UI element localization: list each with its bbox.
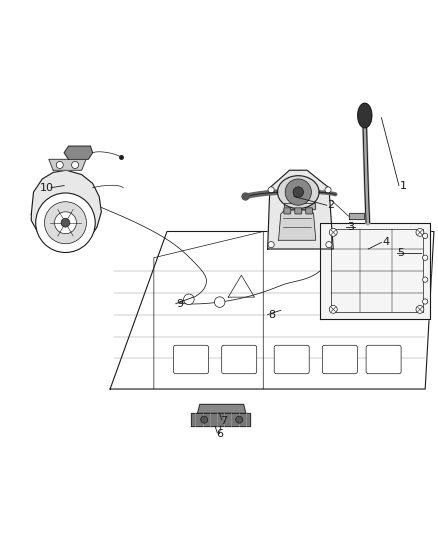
Circle shape <box>422 233 427 238</box>
Polygon shape <box>64 146 92 159</box>
Circle shape <box>422 277 427 282</box>
Circle shape <box>422 255 427 261</box>
FancyBboxPatch shape <box>294 208 301 214</box>
Polygon shape <box>31 170 101 247</box>
Circle shape <box>200 416 207 423</box>
FancyBboxPatch shape <box>321 345 357 374</box>
Circle shape <box>235 416 242 423</box>
FancyBboxPatch shape <box>221 345 256 374</box>
Circle shape <box>268 241 274 248</box>
Circle shape <box>328 305 336 313</box>
Circle shape <box>268 187 274 193</box>
Circle shape <box>71 161 78 168</box>
Polygon shape <box>284 203 314 209</box>
FancyBboxPatch shape <box>365 345 400 374</box>
FancyBboxPatch shape <box>274 345 308 374</box>
Text: 2: 2 <box>327 200 334 210</box>
Text: 3: 3 <box>346 222 353 232</box>
FancyBboxPatch shape <box>173 345 208 374</box>
Circle shape <box>325 241 331 248</box>
Text: 1: 1 <box>399 181 406 190</box>
Circle shape <box>61 219 70 227</box>
Polygon shape <box>49 159 86 170</box>
Circle shape <box>285 179 311 205</box>
Circle shape <box>44 201 86 244</box>
Ellipse shape <box>277 176 318 208</box>
Circle shape <box>328 229 336 236</box>
Circle shape <box>415 229 423 236</box>
Circle shape <box>422 299 427 304</box>
Polygon shape <box>267 170 332 249</box>
Polygon shape <box>278 201 315 240</box>
Circle shape <box>415 305 423 313</box>
Text: 9: 9 <box>176 298 183 309</box>
Circle shape <box>183 294 194 304</box>
Text: 8: 8 <box>268 310 275 320</box>
Circle shape <box>290 190 303 203</box>
Text: 4: 4 <box>381 237 389 247</box>
Text: 10: 10 <box>39 183 53 193</box>
FancyBboxPatch shape <box>305 208 312 214</box>
Polygon shape <box>191 413 250 426</box>
Circle shape <box>324 187 330 193</box>
Text: 6: 6 <box>215 429 223 439</box>
Polygon shape <box>319 223 428 319</box>
Text: 7: 7 <box>220 416 227 425</box>
Circle shape <box>35 193 95 253</box>
Circle shape <box>292 187 303 197</box>
Circle shape <box>214 297 224 308</box>
Polygon shape <box>357 103 371 128</box>
Polygon shape <box>197 405 245 413</box>
Text: 5: 5 <box>397 248 404 259</box>
Circle shape <box>54 212 76 233</box>
Circle shape <box>56 161 63 168</box>
FancyBboxPatch shape <box>283 208 290 214</box>
Polygon shape <box>348 213 363 219</box>
